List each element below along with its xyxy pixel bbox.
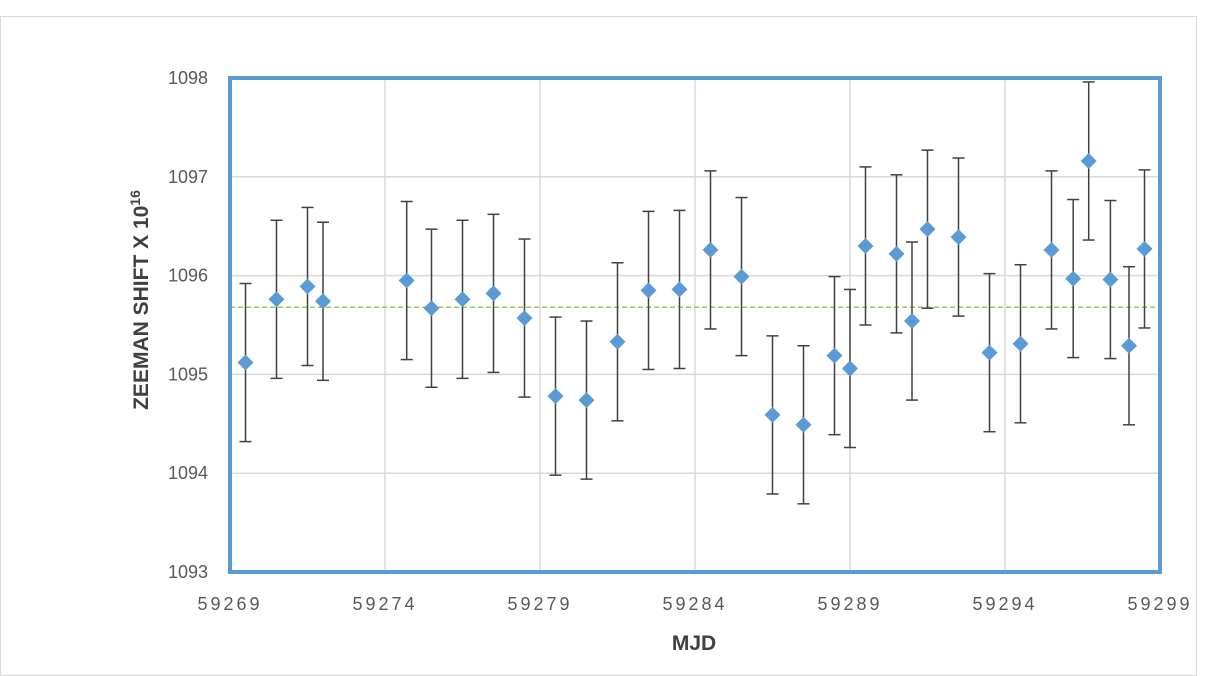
x-tick-label: 59289 bbox=[817, 594, 882, 614]
data-point-diamond bbox=[423, 300, 440, 317]
data-point-diamond bbox=[315, 293, 331, 310]
x-tick-label: 59274 bbox=[352, 594, 417, 614]
x-tick-label: 59299 bbox=[1127, 594, 1192, 614]
data-point-diamond bbox=[454, 291, 471, 308]
data-point-diamond bbox=[888, 245, 905, 262]
x-tick-label: 59294 bbox=[972, 594, 1037, 614]
data-point-diamond bbox=[1121, 337, 1137, 354]
data-point-diamond bbox=[1065, 270, 1082, 287]
data-markers bbox=[237, 152, 1153, 433]
y-tick-label: 1098 bbox=[168, 68, 208, 88]
data-point-diamond bbox=[516, 310, 533, 327]
data-point-diamond bbox=[981, 344, 998, 361]
x-tick-label: 59284 bbox=[662, 594, 727, 614]
x-tick-label: 59279 bbox=[507, 594, 572, 614]
data-point-diamond bbox=[733, 268, 750, 285]
data-point-diamond bbox=[268, 291, 285, 308]
data-point-diamond bbox=[1012, 335, 1029, 352]
data-point-diamond bbox=[826, 347, 843, 364]
data-point-diamond bbox=[299, 278, 316, 295]
data-point-diamond bbox=[1102, 271, 1119, 288]
data-point-diamond bbox=[795, 416, 812, 433]
data-point-diamond bbox=[671, 281, 688, 298]
data-point-diamond bbox=[578, 392, 595, 409]
y-tick-label: 1095 bbox=[168, 364, 208, 384]
data-point-diamond bbox=[609, 333, 626, 350]
data-point-diamond bbox=[547, 388, 564, 405]
data-point-diamond bbox=[237, 354, 254, 371]
x-tick-labels: 59269 59274 59279 59284 59289 59294 59299 bbox=[197, 594, 1192, 614]
data-point-diamond bbox=[702, 241, 719, 258]
x-axis-title: MJD bbox=[672, 632, 716, 655]
data-point-diamond bbox=[764, 406, 781, 423]
y-tick-labels: 1093 1094 1095 1096 1097 1098 bbox=[168, 68, 208, 582]
data-point-diamond bbox=[842, 360, 858, 377]
data-point-diamond bbox=[1080, 152, 1097, 169]
data-point-diamond bbox=[485, 285, 502, 302]
data-point-diamond bbox=[904, 313, 920, 330]
data-point-diamond bbox=[857, 237, 874, 254]
y-tick-label: 1094 bbox=[168, 463, 208, 483]
data-point-diamond bbox=[1136, 240, 1153, 257]
data-point-diamond bbox=[398, 272, 415, 289]
data-point-diamond bbox=[640, 282, 657, 299]
y-axis-title: ZEEMAN SHIFT X 1016 bbox=[127, 190, 153, 410]
plot-area-border bbox=[228, 76, 1162, 574]
data-point-diamond bbox=[950, 229, 967, 246]
data-point-diamond bbox=[1043, 241, 1060, 258]
data-point-diamond bbox=[919, 221, 936, 238]
y-tick-label: 1096 bbox=[168, 266, 208, 286]
x-tick-label: 59269 bbox=[197, 594, 262, 614]
y-tick-label: 1093 bbox=[168, 562, 208, 582]
y-tick-label: 1097 bbox=[168, 167, 208, 187]
